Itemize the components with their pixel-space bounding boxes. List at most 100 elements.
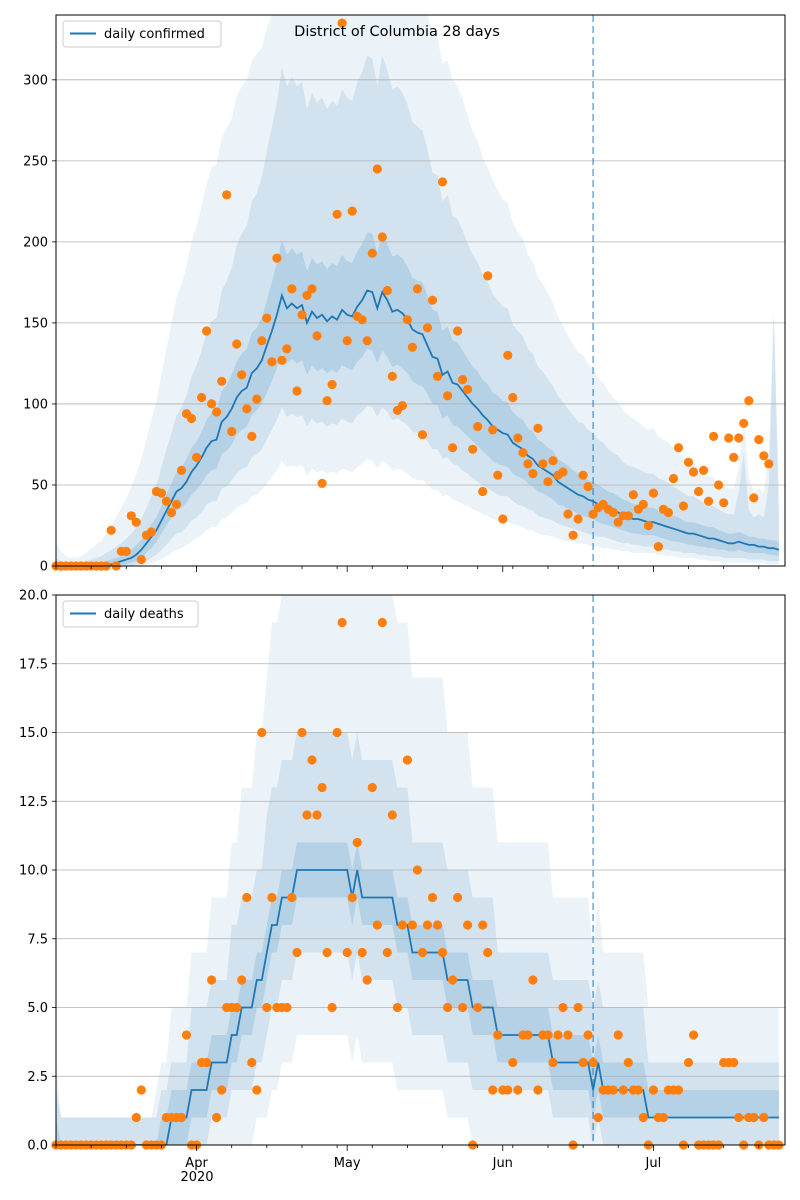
confirmed-observed-point [578,470,588,480]
confirmed-observed-point [422,323,433,333]
x-tick-label: Apr [185,1156,208,1171]
deaths-observed-point [528,975,538,985]
confirmed-observed-point [528,469,538,479]
confirmed-observed-point [347,206,357,216]
confirmed-y-tick-label: 0 [40,560,48,575]
confirmed-observed-point [678,501,689,511]
confirmed-observed-point [202,326,212,336]
confirmed-observed-point [217,376,227,386]
deaths-observed-point [759,1112,769,1123]
deaths-observed-point [543,1030,553,1040]
deaths-y-tick-label: 15.0 [19,726,48,741]
confirmed-y-tick-label: 50 [31,478,48,493]
deaths-observed-point [402,755,412,765]
confirmed-observed-point [523,459,533,469]
deaths-observed-point [463,920,473,930]
deaths-observed-point [563,1030,573,1040]
confirmed-observed-point [749,493,759,503]
confirmed-observed-point [764,459,774,469]
deaths-observed-point [483,947,493,958]
confirmed-observed-point [458,375,468,385]
confirmed-observed-point [668,473,679,484]
deaths-y-tick-label: 20.0 [19,589,48,604]
confirmed-observed-point [699,465,709,475]
deaths-y-tick-label: 0.0 [27,1139,48,1154]
confirmed-observed-point [673,443,684,453]
deaths-observed-point [523,1030,533,1040]
deaths-observed-point [648,1085,659,1095]
confirmed-observed-point [729,452,739,462]
deaths-y-tick-label: 5.0 [27,1001,48,1016]
deaths-observed-point [734,1112,744,1123]
confirmed-observed-point [302,290,312,300]
confirmed-observed-point [623,511,633,521]
confirmed-observed-point [498,514,508,524]
deaths-observed-point [583,1030,593,1040]
confirmed-observed-point [166,507,177,518]
confirmed-observed-point [503,350,513,360]
confirmed-observed-point [292,386,302,396]
confirmed-observed-point [719,498,729,508]
deaths-observed-point [312,810,322,820]
confirmed-observed-point [543,477,553,487]
confirmed-observed-point [754,435,764,445]
confirmed-observed-point [337,18,347,28]
confirmed-observed-point [342,336,352,346]
confirmed-observed-point [538,459,548,469]
confirmed-observed-point [453,326,463,336]
deaths-observed-point [412,865,422,875]
deaths-observed-point [488,1085,498,1095]
confirmed-observed-point [518,448,528,458]
confirmed-observed-point [427,295,438,305]
confirmed-observed-point [759,451,769,461]
deaths-observed-point [588,1057,598,1068]
confirmed-observed-point [232,339,242,349]
confirmed-observed-point [568,530,578,540]
confirmed-observed-point [272,253,282,263]
confirmed-observed-point [121,546,131,557]
confirmed-y-tick-label: 150 [23,316,48,331]
deaths-observed-point [377,617,387,628]
deaths-observed-point [322,947,332,958]
confirmed-observed-point [367,248,377,258]
deaths-observed-point [347,892,357,903]
deaths-legend: daily deaths [62,600,199,628]
confirmed-observed-point [287,284,297,294]
deaths-observed-point [478,920,488,930]
confirmed-observed-point [197,392,207,403]
deaths-observed-point [427,892,438,903]
confirmed-observed-point [106,525,116,535]
confirmed-observed-point [176,465,187,475]
deaths-observed-point [237,975,247,985]
confirmed-observed-point [573,514,583,524]
confirmed-observed-point [402,315,412,325]
confirmed-plot-frame [55,14,786,567]
deaths-observed-point [437,947,448,958]
confirmed-y-axis: 0 50 100 150 200 250 300 [23,73,56,575]
confirmed-observed-point [412,284,422,294]
confirmed-observed-point [322,396,332,406]
confirmed-observed-point [267,357,277,367]
deaths-observed-point [212,1112,222,1123]
deaths-observed-point [257,727,267,738]
deaths-observed-point [367,782,377,793]
deaths-observed-point [448,975,458,985]
confirmed-observed-point [739,418,749,428]
deaths-observed-point [372,920,382,930]
confirmed-observed-point [146,527,156,537]
confirmed-observed-point [297,310,307,320]
confirmed-observed-point [277,355,287,365]
deaths-observed-point [267,892,277,903]
deaths-observed-point [593,1112,603,1123]
deaths-observed-point [136,1085,146,1095]
deaths-y-axis: 0.0 2.5 5.0 7.5 10.0 12.5 15.0 17.5 20.0 [19,589,56,1154]
deaths-observed-point [658,1112,669,1123]
deaths-observed-point [207,975,217,985]
deaths-observed-point [252,1085,262,1095]
deaths-observed-point [623,1057,633,1068]
deaths-observed-point [613,1030,623,1040]
deaths-observed-point [749,1112,759,1123]
deaths-observed-point [392,1002,402,1013]
deaths-observed-point [397,920,407,930]
deaths-x-axis-ticks: Apr May Jun Jul [55,1145,760,1171]
